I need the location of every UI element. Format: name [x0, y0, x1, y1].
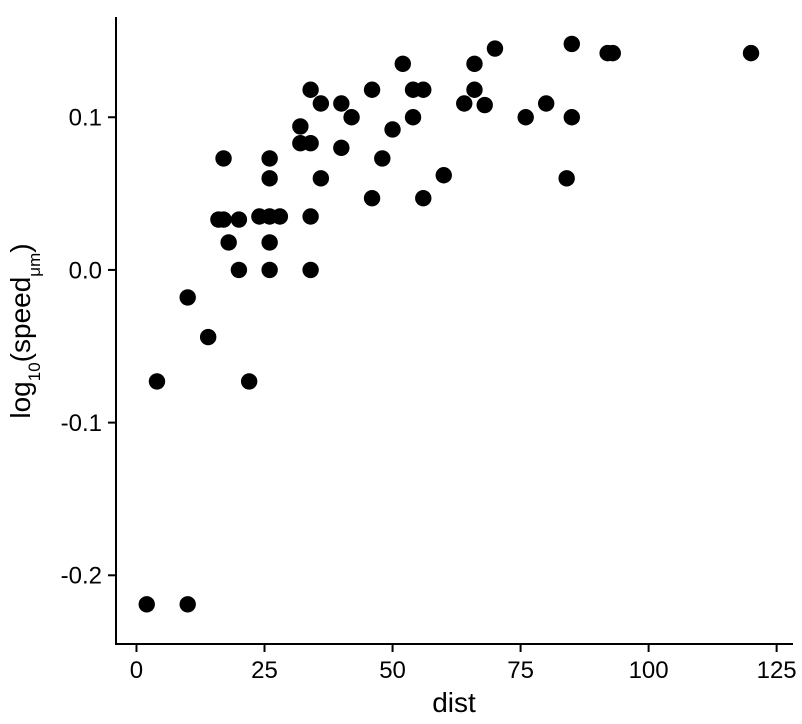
data-point — [477, 97, 493, 113]
data-point — [200, 329, 216, 345]
chart-svg: 0 25 50 75 100 125 -0.2 -0.1 0.0 0.1 dist log10(spe… — [0, 0, 802, 724]
y-tick-label: 0.0 — [69, 257, 102, 284]
data-point — [395, 56, 411, 72]
data-point — [436, 167, 452, 183]
data-point — [261, 150, 277, 166]
data-point — [456, 95, 472, 111]
scatter-chart: 0 25 50 75 100 125 -0.2 -0.1 0.0 0.1 dist log10(spe… — [0, 0, 802, 724]
data-point — [487, 40, 503, 56]
data-point — [261, 170, 277, 186]
data-point — [261, 262, 277, 278]
data-point — [313, 95, 329, 111]
data-point — [180, 289, 196, 305]
data-point — [374, 150, 390, 166]
y-tick-label: -0.1 — [61, 410, 102, 437]
data-point — [466, 56, 482, 72]
data-point — [302, 82, 318, 98]
data-point — [364, 190, 380, 206]
data-point — [415, 82, 431, 98]
data-point — [292, 118, 308, 134]
data-point — [405, 109, 421, 125]
data-point — [180, 596, 196, 612]
data-point — [466, 82, 482, 98]
data-point — [220, 234, 236, 250]
data-point — [564, 109, 580, 125]
data-point — [605, 45, 621, 61]
data-point — [313, 170, 329, 186]
x-tick-label: 0 — [130, 657, 143, 684]
data-point — [415, 190, 431, 206]
y-axis-title: log10(speedμm) — [5, 243, 44, 418]
data-point — [333, 140, 349, 156]
data-point — [538, 95, 554, 111]
x-tick-label: 25 — [251, 657, 278, 684]
data-point — [364, 82, 380, 98]
x-axis-title: dist — [432, 687, 476, 718]
data-point — [149, 373, 165, 389]
data-point — [333, 95, 349, 111]
data-point — [343, 109, 359, 125]
y-tick-label: -0.2 — [61, 563, 102, 590]
data-point — [302, 208, 318, 224]
x-tick-label: 75 — [507, 657, 534, 684]
data-point — [139, 596, 155, 612]
data-point — [231, 262, 247, 278]
data-point — [302, 135, 318, 151]
x-tick-label: 125 — [757, 657, 797, 684]
data-point — [518, 109, 534, 125]
data-point — [231, 211, 247, 227]
data-point — [384, 121, 400, 137]
data-point — [272, 208, 288, 224]
data-point — [564, 36, 580, 52]
data-point — [302, 262, 318, 278]
data-point — [241, 373, 257, 389]
x-tick-label: 100 — [629, 657, 669, 684]
data-point — [215, 211, 231, 227]
y-tick-label: 0.1 — [69, 105, 102, 132]
points-group — [139, 36, 760, 613]
data-point — [261, 234, 277, 250]
data-point — [743, 45, 759, 61]
data-point — [215, 150, 231, 166]
x-tick-label: 50 — [379, 657, 406, 684]
data-point — [558, 170, 574, 186]
